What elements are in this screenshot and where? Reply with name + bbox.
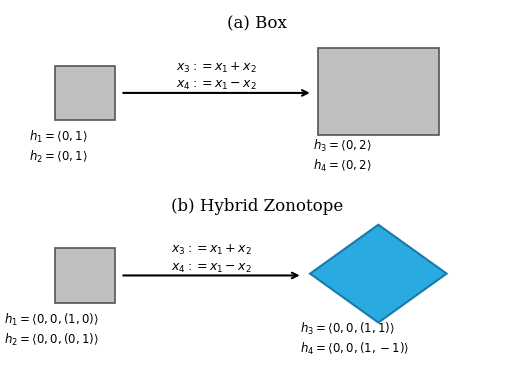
FancyBboxPatch shape [318, 48, 439, 135]
Text: (a) Box: (a) Box [227, 15, 287, 32]
Polygon shape [310, 225, 447, 323]
Text: $h_1 = \langle 0, 1 \rangle$: $h_1 = \langle 0, 1 \rangle$ [29, 129, 88, 145]
Text: $h_3 = \langle 0, 0, (1, 1) \rangle$: $h_3 = \langle 0, 0, (1, 1) \rangle$ [300, 321, 395, 337]
Text: $h_4 = \langle 0, 0, (1, -1) \rangle$: $h_4 = \langle 0, 0, (1, -1) \rangle$ [300, 341, 409, 357]
FancyBboxPatch shape [54, 248, 116, 303]
Text: $h_3 = \langle 0, 2 \rangle$: $h_3 = \langle 0, 2 \rangle$ [313, 138, 371, 154]
Text: $x_4 := x_1 - x_2$: $x_4 := x_1 - x_2$ [171, 262, 252, 275]
Text: $h_2 = \langle 0, 0, (0, 1) \rangle$: $h_2 = \langle 0, 0, (0, 1) \rangle$ [4, 331, 99, 348]
FancyBboxPatch shape [54, 66, 116, 120]
Text: $h_2 = \langle 0, 1 \rangle$: $h_2 = \langle 0, 1 \rangle$ [29, 149, 88, 165]
Text: $h_1 = \langle 0, 0, (1, 0) \rangle$: $h_1 = \langle 0, 0, (1, 0) \rangle$ [4, 312, 99, 328]
Text: (b) Hybrid Zonotope: (b) Hybrid Zonotope [171, 198, 343, 215]
Text: $x_3 := x_1 + x_2$: $x_3 := x_1 + x_2$ [171, 243, 252, 257]
Text: $x_4 := x_1 - x_2$: $x_4 := x_1 - x_2$ [176, 79, 257, 92]
Text: $x_3 := x_1 + x_2$: $x_3 := x_1 + x_2$ [176, 61, 257, 75]
Text: $h_4 = \langle 0, 2 \rangle$: $h_4 = \langle 0, 2 \rangle$ [313, 158, 371, 174]
